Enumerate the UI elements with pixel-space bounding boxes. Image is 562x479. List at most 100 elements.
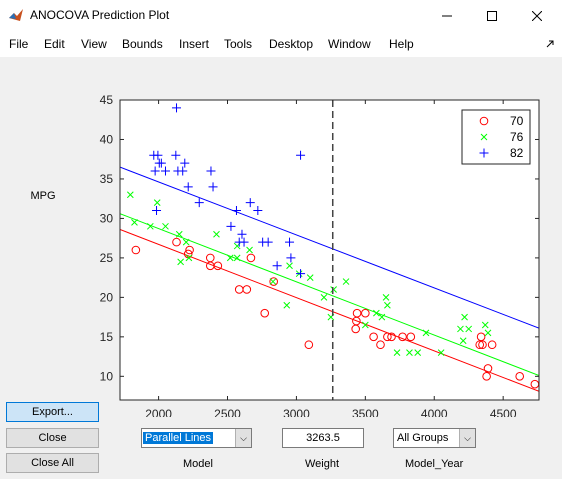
data-point-76 <box>320 294 328 301</box>
data-point-76 <box>213 230 220 238</box>
data-point-82 <box>296 150 306 160</box>
x-tick-label: 3000 <box>283 407 310 417</box>
data-point-76 <box>146 222 154 230</box>
data-point-76 <box>131 219 138 226</box>
data-point-76 <box>484 329 492 337</box>
legend-box <box>461 109 531 165</box>
data-point-76 <box>465 325 473 333</box>
figure-content: 10 15 20 25 30 35 40 45 2000 2500 3000 3500 4000 4500… <box>0 57 562 479</box>
close-all-button[interactable]: Close All <box>6 453 99 473</box>
data-point-82 <box>206 166 216 176</box>
export-button[interactable]: Export... <box>6 402 99 422</box>
prediction-plot[interactable]: 10 15 20 25 30 35 40 45 2000 2500 3000 3500 4000 4500… <box>0 57 562 417</box>
data-point-70 <box>361 308 370 318</box>
y-tick-label: 25 <box>100 251 114 265</box>
weight-label: Weight <box>305 458 340 470</box>
data-point-82 <box>180 158 190 168</box>
legend-marker-82 <box>479 148 489 158</box>
x-tick-label: 4500 <box>490 407 517 417</box>
menu-window[interactable]: Window <box>328 37 371 51</box>
legend-label: 82 <box>510 146 524 160</box>
group-select[interactable]: All Groups ⌵ <box>393 428 476 448</box>
minimize-button[interactable] <box>424 0 470 31</box>
y-tick-label: 40 <box>100 132 114 146</box>
data-point-76 <box>437 349 445 356</box>
close-icon <box>532 10 542 21</box>
data-point-76 <box>185 254 193 262</box>
window-title: ANOCOVA Prediction Plot <box>30 8 170 22</box>
legend-label: 76 <box>510 130 524 144</box>
data-point-82 <box>239 237 249 247</box>
data-point-76 <box>330 286 337 293</box>
data-point-82 <box>272 261 282 271</box>
model-select-value: Parallel Lines <box>143 432 214 444</box>
data-point-70 <box>269 277 278 286</box>
legend-label: 70 <box>510 114 524 128</box>
data-point-82 <box>160 166 170 176</box>
data-point-76 <box>382 294 390 301</box>
data-point-82 <box>226 221 236 231</box>
data-point-70 <box>376 340 385 350</box>
matlab-app-icon <box>9 9 23 21</box>
x-tick-label: 2500 <box>214 407 241 417</box>
menu-view[interactable]: View <box>81 37 107 51</box>
y-tick-label: 45 <box>100 93 114 107</box>
group-select-value: All Groups <box>397 432 449 444</box>
data-point-82 <box>237 229 247 239</box>
data-point-82 <box>150 166 160 176</box>
y-tick-label: 35 <box>100 172 114 186</box>
model-label: Model <box>183 458 213 470</box>
data-point-70 <box>387 332 396 342</box>
menu-desktop[interactable]: Desktop <box>269 37 314 51</box>
data-point-76 <box>283 301 291 309</box>
data-point-82 <box>172 103 182 113</box>
data-point-70 <box>242 285 252 294</box>
data-point-82 <box>245 198 255 208</box>
data-point-76 <box>461 313 468 321</box>
axes-box <box>119 99 540 401</box>
data-point-82 <box>152 206 162 216</box>
y-axis-label: MPG <box>30 190 55 202</box>
data-point-82 <box>208 182 218 192</box>
data-point-76 <box>269 278 277 285</box>
minimize-icon <box>442 15 452 16</box>
close-button[interactable]: Close <box>6 428 99 448</box>
toolbar-toggle-icon[interactable] <box>546 40 554 48</box>
data-point-82 <box>296 269 306 279</box>
y-tick-label: 20 <box>100 290 114 304</box>
legend-marker-76 <box>480 133 488 141</box>
data-point-70 <box>185 245 194 255</box>
data-point-76 <box>384 301 391 309</box>
menu-edit[interactable]: Edit <box>44 37 65 51</box>
data-point-70 <box>260 308 270 318</box>
data-point-70 <box>482 372 491 381</box>
menu-help[interactable]: Help <box>389 37 414 51</box>
data-point-70 <box>131 245 141 255</box>
data-point-70 <box>398 332 407 342</box>
data-point-70 <box>476 332 486 342</box>
data-point-82 <box>183 182 193 192</box>
weight-input[interactable]: 3263.5 <box>282 428 364 448</box>
data-point-70 <box>369 332 378 342</box>
model-select[interactable]: Parallel Lines ⌵ <box>141 428 252 448</box>
close-window-button[interactable] <box>514 0 560 31</box>
data-point-76 <box>233 254 241 262</box>
data-point-76 <box>361 321 369 329</box>
model-year-label: Model_Year <box>405 458 464 470</box>
menu-bounds[interactable]: Bounds <box>122 37 163 51</box>
menu-insert[interactable]: Insert <box>179 37 210 51</box>
menu-file[interactable]: File <box>9 37 29 51</box>
menu-tools[interactable]: Tools <box>224 37 253 51</box>
maximize-button[interactable] <box>469 0 515 31</box>
data-point-76 <box>126 191 134 199</box>
data-point-70 <box>475 340 485 350</box>
data-point-70 <box>406 332 416 342</box>
data-point-76 <box>378 313 386 321</box>
data-point-82 <box>253 206 263 216</box>
fit-line-82 <box>120 166 539 329</box>
maximize-icon <box>487 10 497 21</box>
data-point-76 <box>414 349 422 356</box>
data-point-76 <box>393 349 401 356</box>
plot-area <box>120 103 539 392</box>
data-point-70 <box>483 364 493 373</box>
